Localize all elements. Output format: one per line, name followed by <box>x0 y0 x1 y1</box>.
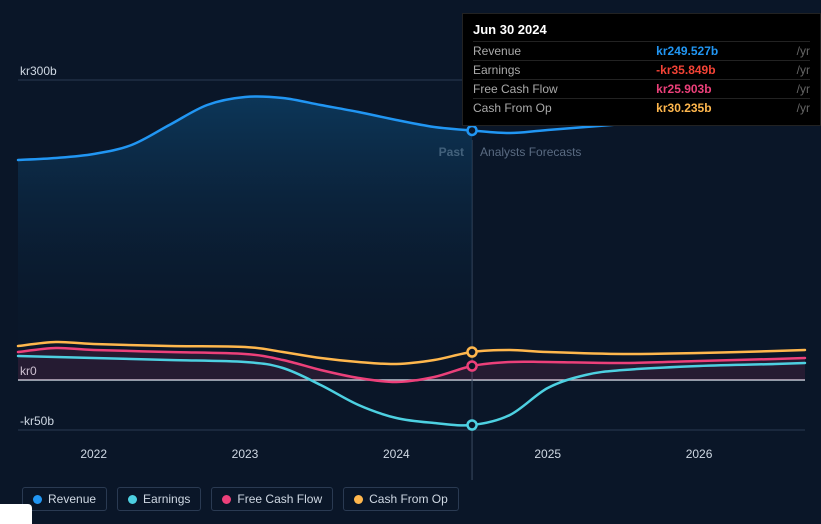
financial-forecast-chart: -kr50bkr0kr300bPastAnalysts Forecasts202… <box>0 0 821 524</box>
tooltip-table: Revenuekr249.527b/yrEarnings-kr35.849b/y… <box>473 41 810 117</box>
chart-tooltip: Jun 30 2024 Revenuekr249.527b/yrEarnings… <box>462 13 821 126</box>
legend-dot-icon <box>33 495 42 504</box>
legend-item-revenue[interactable]: Revenue <box>22 487 107 511</box>
svg-text:2024: 2024 <box>383 447 410 461</box>
chart-legend: Revenue Earnings Free Cash Flow Cash From O… <box>22 487 459 511</box>
tooltip-date: Jun 30 2024 <box>473 22 810 37</box>
tooltip-row-unit: /yr <box>793 61 810 80</box>
tooltip-row-unit: /yr <box>793 42 810 61</box>
svg-text:2022: 2022 <box>80 447 107 461</box>
tooltip-row-label: Free Cash Flow <box>473 80 626 99</box>
tooltip-row-value: -kr35.849b <box>626 61 792 80</box>
tooltip-row-value: kr30.235b <box>626 99 792 118</box>
tooltip-row: Free Cash Flowkr25.903b/yr <box>473 80 810 99</box>
legend-item-label: Free Cash Flow <box>237 492 322 506</box>
legend-item-label: Cash From Op <box>369 492 448 506</box>
tooltip-row-label: Earnings <box>473 61 626 80</box>
svg-text:2026: 2026 <box>686 447 713 461</box>
tooltip-row: Revenuekr249.527b/yr <box>473 42 810 61</box>
tooltip-row-value: kr25.903b <box>626 80 792 99</box>
tooltip-row-unit: /yr <box>793 80 810 99</box>
source-corner-badge <box>0 504 32 524</box>
legend-item-earnings[interactable]: Earnings <box>117 487 201 511</box>
legend-item-cash-from-op[interactable]: Cash From Op <box>343 487 459 511</box>
legend-dot-icon <box>128 495 137 504</box>
tooltip-row-label: Cash From Op <box>473 99 626 118</box>
tooltip-row: Cash From Opkr30.235b/yr <box>473 99 810 118</box>
svg-text:kr300b: kr300b <box>20 64 57 78</box>
tooltip-row: Earnings-kr35.849b/yr <box>473 61 810 80</box>
tooltip-row-label: Revenue <box>473 42 626 61</box>
tooltip-row-value: kr249.527b <box>626 42 792 61</box>
legend-dot-icon <box>222 495 231 504</box>
svg-text:2025: 2025 <box>534 447 561 461</box>
legend-item-label: Revenue <box>48 492 96 506</box>
legend-dot-icon <box>354 495 363 504</box>
legend-item-label: Earnings <box>143 492 190 506</box>
svg-text:-kr50b: -kr50b <box>20 414 54 428</box>
svg-text:2023: 2023 <box>232 447 259 461</box>
legend-item-free-cash-flow[interactable]: Free Cash Flow <box>211 487 333 511</box>
tooltip-row-unit: /yr <box>793 99 810 118</box>
svg-text:Analysts Forecasts: Analysts Forecasts <box>480 145 581 159</box>
